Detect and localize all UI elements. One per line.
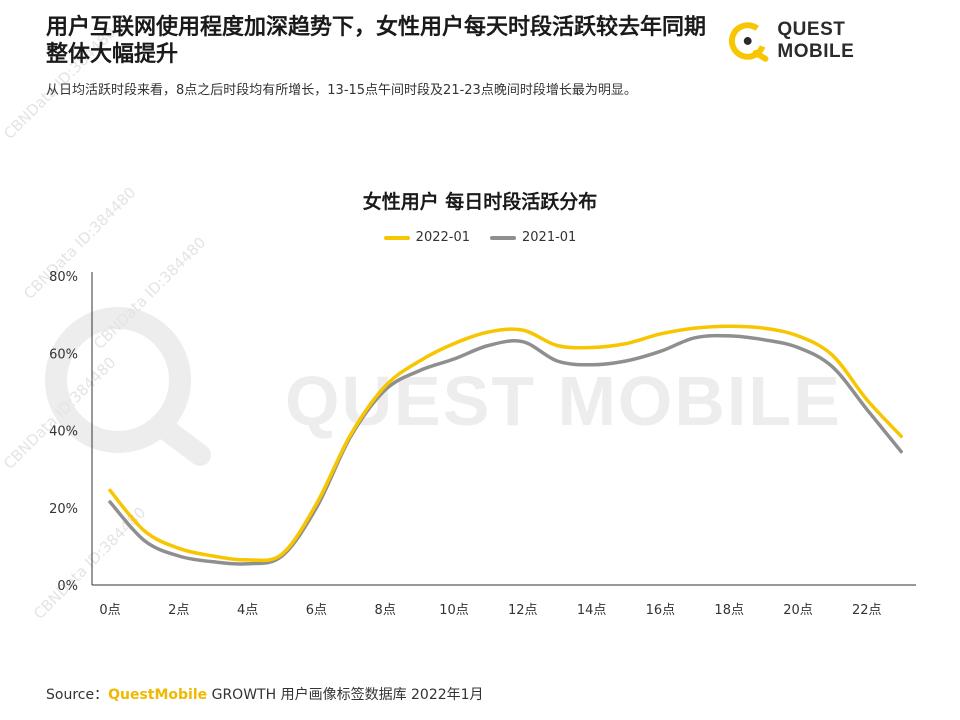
- y-tick-label: 0%: [57, 579, 78, 594]
- legend-swatch-2022: [383, 235, 410, 240]
- brand-logo: QUEST MOBILE: [726, 18, 926, 64]
- x-tick-label: 16点: [646, 603, 676, 618]
- x-tick-label: 6点: [306, 603, 327, 618]
- chart-legend: 2022-01 2021-01: [0, 230, 960, 245]
- y-tick-label: 80%: [49, 270, 78, 285]
- x-tick-label: 2点: [168, 603, 189, 618]
- x-tick-label: 8点: [375, 603, 396, 618]
- series-line-2021-01: [108, 333, 903, 566]
- page-subtitle: 从日均活跃时段来看，8点之后时段均有所增长，13-15点午间时段及21-23点晚…: [46, 83, 637, 98]
- watermark-logo-tail: [149, 414, 211, 466]
- legend-label-2022: 2022-01: [415, 230, 470, 245]
- page-title: 用户互联网使用程度加深趋势下，女性用户每天时段活跃较去年同期整体大幅提升: [46, 15, 707, 67]
- legend-item-2022: 2022-01: [383, 230, 470, 245]
- legend-item-2021: 2021-01: [490, 230, 576, 245]
- x-tick-label: 12点: [508, 603, 538, 618]
- source-text: GROWTH 用户画像标签数据库 2022年1月: [207, 687, 484, 703]
- x-tick-label: 4点: [237, 603, 258, 618]
- source-brand: QuestMobile: [108, 687, 208, 703]
- x-tick-label: 20点: [783, 603, 813, 618]
- x-tick-label: 18点: [714, 603, 744, 618]
- series-line-2022-01: [108, 324, 903, 563]
- x-tick-label: 0点: [99, 603, 120, 618]
- source-label: Source：: [46, 687, 109, 703]
- chart-lines: [108, 324, 903, 566]
- y-tick-label: 20%: [49, 502, 78, 517]
- source-note: Source：QuestMobile GROWTH 用户画像标签数据库 2022…: [46, 684, 484, 704]
- y-tick-label: 40%: [49, 425, 78, 440]
- x-tick-label: 10点: [439, 603, 469, 618]
- logo-text: QUEST MOBILE: [777, 19, 855, 62]
- chart-axes: 0% 20% 40% 60% 80% 0点 2点 4点 6点 8点 10点 12点 14点 16点 18点 2…: [49, 270, 916, 618]
- watermark-logo-ring: [45, 307, 191, 453]
- watermark-text: QUEST MOBILE: [285, 362, 842, 440]
- legend-label-2021: 2021-01: [522, 230, 577, 245]
- x-tick-label: 22点: [852, 603, 882, 618]
- quest-logo-icon: [728, 22, 769, 62]
- x-tick-label: 14点: [577, 603, 607, 618]
- watermark-repeated-text: CBNData ID:384480: [30, 503, 149, 622]
- y-tick-label: 60%: [49, 347, 78, 362]
- chart-title: 女性用户 每日时段活跃分布: [362, 191, 598, 213]
- legend-swatch-2021: [490, 235, 516, 240]
